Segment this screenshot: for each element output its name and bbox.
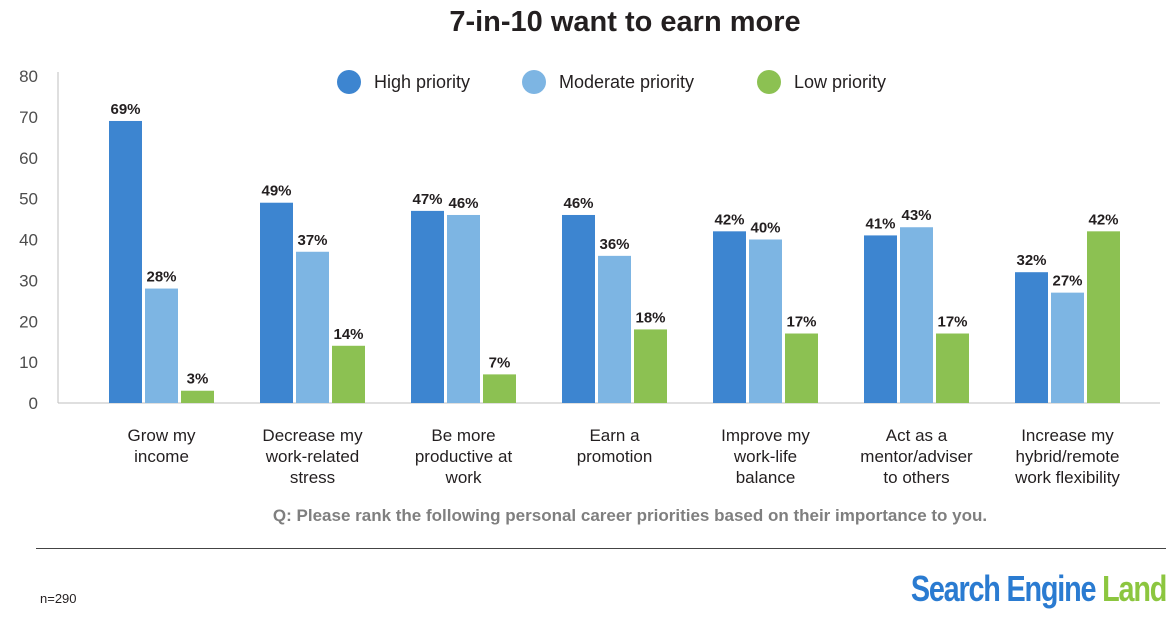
y-tick-label: 20: [19, 312, 38, 331]
bar-chart: 0 10 20 30 40 50 60 70 80 69% 28% 3% Grow my income 49…: [19, 67, 1160, 487]
data-label: 17%: [937, 314, 967, 331]
y-tick-label: 30: [19, 271, 38, 290]
bar-high-6: [1015, 272, 1048, 403]
bar-low-2: [483, 374, 516, 403]
bar-low-3: [634, 329, 667, 403]
y-tick-label: 10: [19, 353, 38, 372]
sample-size-note: n=290: [40, 591, 77, 606]
legend-label-low: Low priority: [794, 72, 886, 92]
data-label: 49%: [261, 183, 291, 200]
category-label: mentor/adviser: [860, 447, 973, 466]
category-label: productive at: [415, 447, 513, 466]
data-label: 32%: [1016, 252, 1046, 269]
category-label: income: [134, 447, 189, 466]
bar-high-4: [713, 231, 746, 403]
y-tick-label: 60: [19, 149, 38, 168]
category-label: work-related: [265, 447, 360, 466]
data-label: 42%: [714, 211, 744, 228]
data-label: 17%: [786, 314, 816, 331]
legend-swatch-high: [337, 70, 361, 94]
category-label: Act as a: [886, 426, 948, 445]
data-label: 7%: [489, 354, 511, 371]
bar-moderate-0: [145, 288, 178, 403]
data-label: 18%: [635, 309, 665, 326]
category-label: Be more: [431, 426, 495, 445]
y-tick-label: 80: [19, 67, 38, 86]
bar-high-0: [109, 120, 142, 404]
bar-low-0: [181, 390, 214, 403]
data-label: 42%: [1088, 211, 1118, 228]
brand-logo: Search Engine Land: [910, 568, 1167, 610]
bar-high-5: [864, 235, 897, 403]
bar-moderate-1: [296, 251, 329, 403]
data-label: 46%: [563, 195, 593, 212]
category-label: hybrid/remote: [1016, 447, 1120, 466]
category-label: balance: [736, 468, 796, 487]
category-label: Grow my: [128, 426, 197, 445]
data-label: 43%: [901, 207, 931, 224]
category-label: Increase my: [1021, 426, 1114, 445]
category-label: work flexibility: [1014, 468, 1120, 487]
bar-moderate-2: [447, 214, 480, 403]
category-label: work-life: [733, 447, 797, 466]
category-label: work: [445, 468, 482, 487]
bar-moderate-6: [1051, 292, 1084, 403]
data-label: 37%: [297, 232, 327, 249]
data-label: 46%: [448, 195, 478, 212]
y-tick-label: 40: [19, 231, 38, 250]
bar-low-5: [936, 333, 969, 403]
category-label: stress: [290, 468, 335, 487]
category-label: Earn a: [589, 426, 640, 445]
y-tick-label: 0: [29, 394, 38, 413]
legend-swatch-moderate: [522, 70, 546, 94]
category-label: to others: [883, 468, 949, 487]
data-label: 40%: [750, 220, 780, 237]
data-label: 36%: [599, 236, 629, 253]
data-label: 3%: [187, 371, 209, 388]
category-label: Improve my: [721, 426, 810, 445]
category-label: promotion: [577, 447, 653, 466]
legend-swatch-low: [757, 70, 781, 94]
survey-question: Q: Please rank the following personal ca…: [272, 506, 988, 525]
bar-high-3: [562, 214, 595, 403]
data-label: 27%: [1052, 273, 1082, 290]
legend-label-moderate: Moderate priority: [559, 72, 694, 92]
data-label: 41%: [865, 215, 895, 232]
data-label: 69%: [110, 101, 140, 118]
bar-low-1: [332, 345, 365, 403]
bar-low-6: [1087, 231, 1120, 403]
data-label: 47%: [412, 191, 442, 208]
logo-text-part2: Land: [1102, 568, 1167, 609]
bar-high-1: [260, 202, 293, 403]
bar-high-2: [411, 210, 444, 403]
bar-moderate-3: [598, 255, 631, 403]
divider: [36, 548, 1166, 549]
logo-text-part1: Search Engine: [910, 568, 1097, 609]
bar-moderate-4: [749, 239, 782, 403]
chart-title: 7-in-10 want to earn more: [449, 6, 801, 38]
data-label: 14%: [333, 326, 363, 343]
y-tick-label: 50: [19, 190, 38, 209]
data-label: 28%: [146, 269, 176, 286]
legend-label-high: High priority: [374, 72, 470, 92]
bar-moderate-5: [900, 227, 933, 403]
y-tick-label: 70: [19, 108, 38, 127]
bar-low-4: [785, 333, 818, 403]
category-label: Decrease my: [262, 426, 363, 445]
